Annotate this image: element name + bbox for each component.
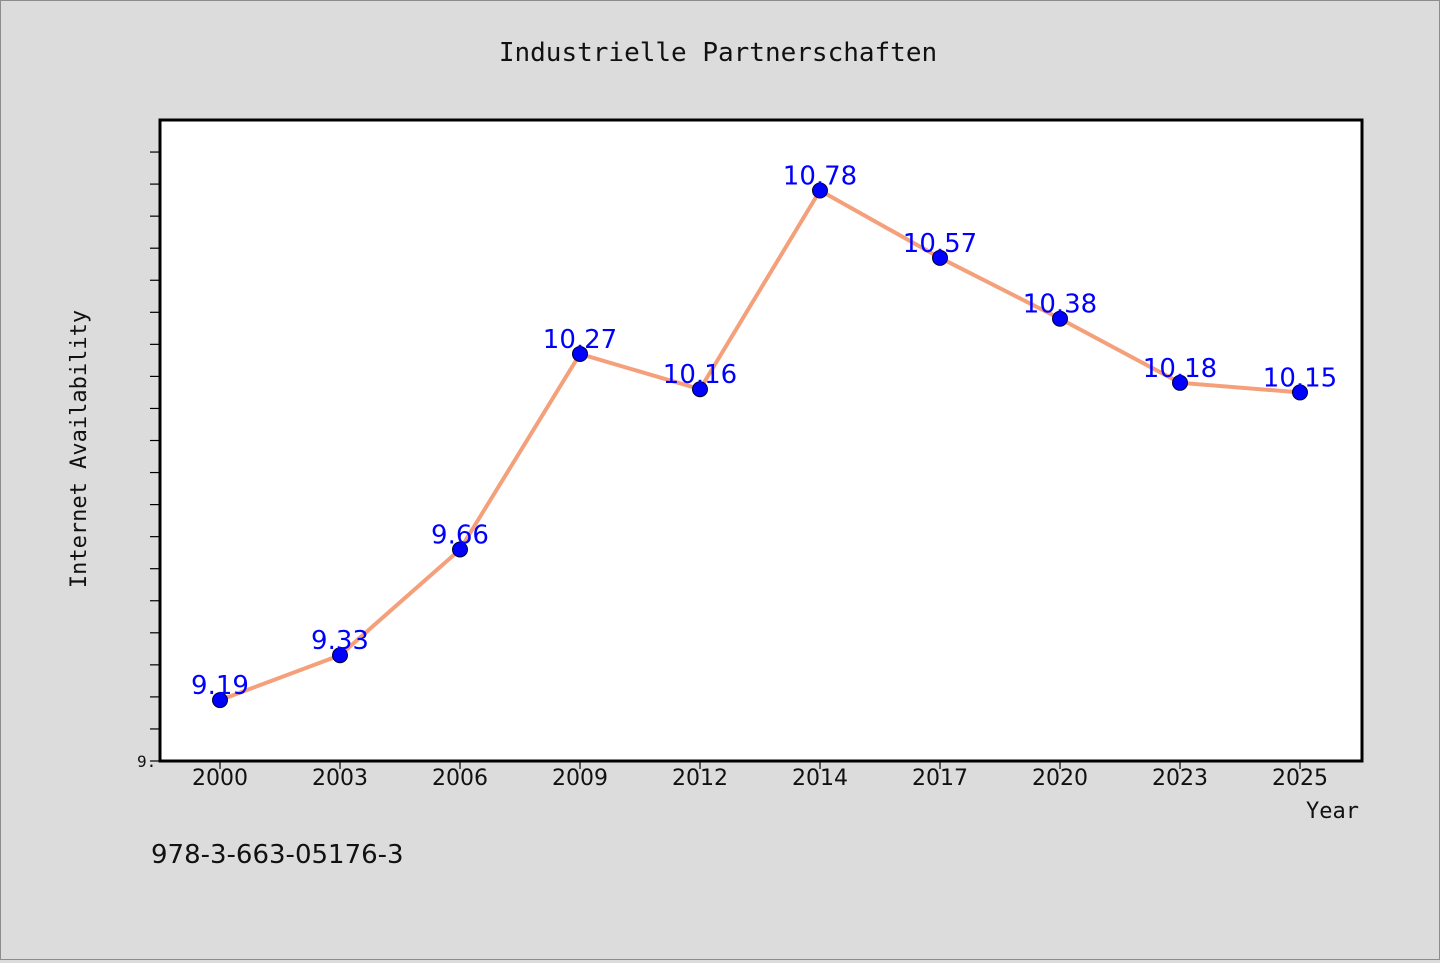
x-tick-label: 2003 — [312, 766, 368, 791]
data-point — [692, 381, 708, 398]
data-point — [1052, 310, 1068, 327]
x-tick-label: 2023 — [1152, 766, 1208, 791]
y-axis-ticks — [150, 151, 160, 762]
data-label: 10.16 — [663, 360, 737, 390]
data-label: 10.15 — [1263, 363, 1337, 393]
x-tick-label: 2017 — [912, 766, 968, 791]
data-label: 9.66 — [431, 520, 489, 550]
series-line — [219, 188, 1301, 702]
data-label: 10.78 — [783, 162, 857, 192]
x-axis-tick-labels: 2000 2003 2006 2009 2012 2014 2017 2020 2023 2025 — [192, 766, 1328, 791]
x-axis-label: Year — [1306, 799, 1359, 824]
x-tick-label: 2012 — [672, 766, 728, 791]
x-tick-label: 2025 — [1272, 766, 1328, 791]
data-point — [812, 182, 828, 199]
x-tick-label: 2020 — [1032, 766, 1088, 791]
x-tick-label: 2009 — [552, 766, 608, 791]
data-point — [932, 249, 948, 266]
x-tick-label: 2000 — [192, 766, 248, 791]
data-point — [572, 345, 588, 362]
series-markers — [212, 182, 1308, 709]
data-labels: 9.19 9.33 9.66 10.27 10.16 10.78 10.57 10.38 10.… — [191, 162, 1337, 702]
x-axis-ticks — [219, 761, 1301, 769]
data-point — [1292, 384, 1308, 401]
chart-title: Industrielle Partnerschaften — [499, 38, 937, 68]
data-label: 10.38 — [1023, 290, 1097, 320]
isbn-text: 978-3-663-05176-3 — [151, 840, 404, 870]
data-label: 10.57 — [903, 229, 977, 259]
data-point — [1172, 374, 1188, 391]
data-point — [212, 692, 228, 709]
data-label: 9.19 — [191, 671, 249, 701]
plot-area — [158, 118, 1364, 763]
data-label: 9.33 — [311, 626, 369, 656]
x-tick-label: 2006 — [432, 766, 488, 791]
data-label: 10.18 — [1143, 354, 1217, 384]
data-point — [332, 647, 348, 664]
data-point — [452, 541, 468, 558]
data-label: 10.27 — [543, 325, 617, 355]
x-tick-label: 2014 — [792, 766, 848, 791]
y-tick-label: 9. — [137, 752, 156, 771]
y-axis-label: Internet Availability — [67, 310, 92, 588]
